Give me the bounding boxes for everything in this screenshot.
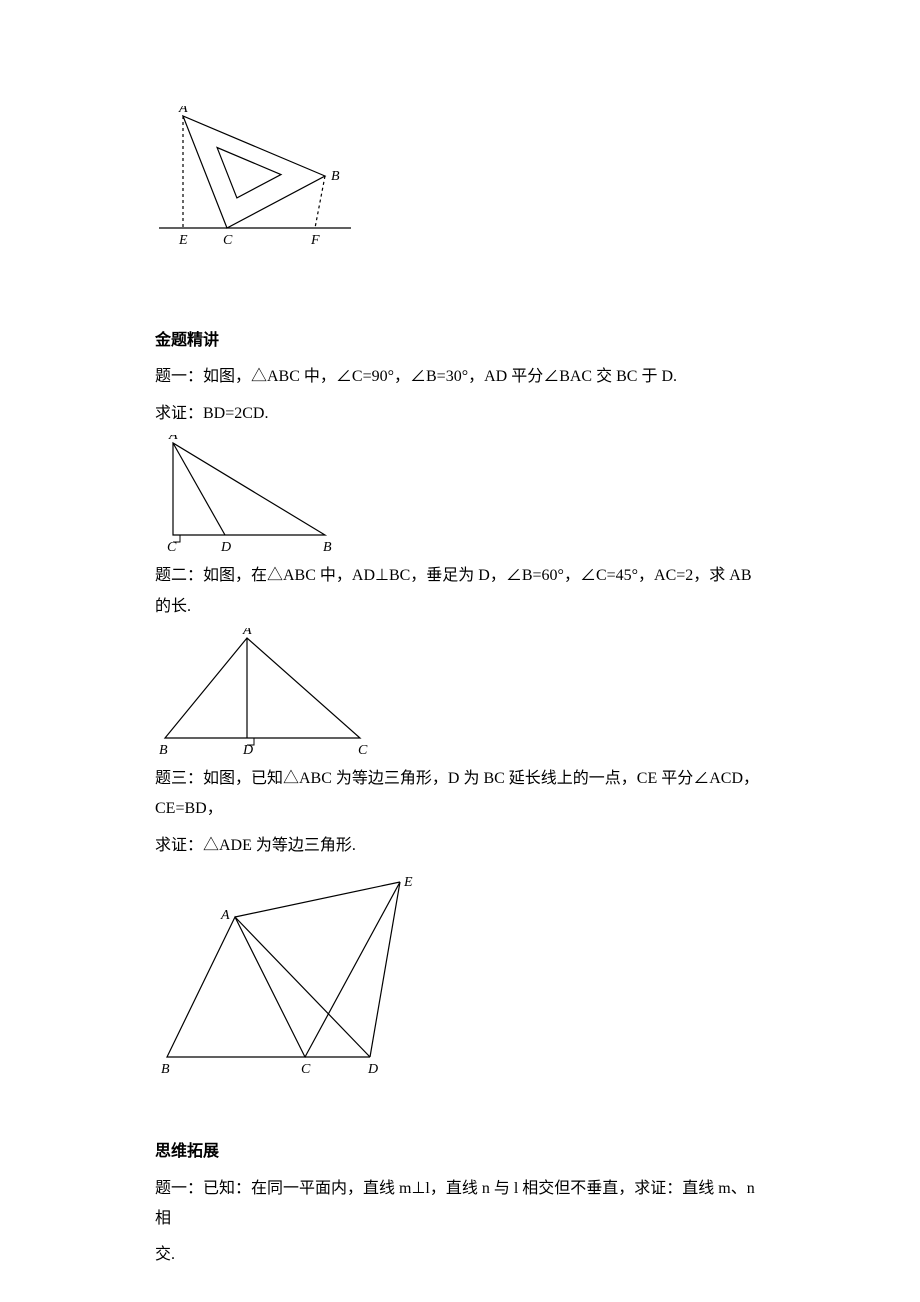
svg-text:C: C [358, 743, 368, 758]
svg-text:B: B [331, 169, 340, 184]
problem1-line2: 求证：BD=2CD. [155, 399, 765, 429]
extend-line2: 交. [155, 1240, 765, 1270]
svg-text:B: B [161, 1062, 170, 1077]
svg-text:E: E [178, 233, 188, 246]
svg-text:A: A [178, 106, 188, 116]
intro-figure: A B C E F [155, 106, 765, 246]
problem3-line2: 求证：△ADE 为等边三角形. [155, 831, 765, 861]
section-title-1: 金题精讲 [155, 326, 765, 356]
svg-text:A: A [168, 435, 178, 443]
svg-text:D: D [242, 743, 253, 758]
svg-text:A: A [220, 908, 230, 923]
problem1-line1: 题一：如图，△ABC 中，∠C=90°，∠B=30°，AD 平分∠BAC 交 B… [155, 362, 765, 392]
svg-text:D: D [367, 1062, 378, 1077]
svg-text:C: C [223, 233, 233, 246]
svg-text:C: C [167, 540, 177, 555]
section-title-2: 思维拓展 [155, 1137, 765, 1167]
problem3-figure: A B C D E [155, 867, 425, 1077]
svg-text:E: E [403, 875, 413, 890]
svg-text:B: B [323, 540, 332, 555]
problem1-figure: A C D B [155, 435, 345, 555]
intro-figure-svg: A B C E F [155, 106, 355, 246]
problem3-line1: 题三：如图，已知△ABC 为等边三角形，D 为 BC 延长线上的一点，CE 平分… [155, 764, 765, 825]
problem2-figure: A B C D [155, 628, 385, 758]
svg-text:C: C [301, 1062, 311, 1077]
extend-line1: 题一：已知：在同一平面内，直线 m⊥l，直线 n 与 l 相交但不垂直，求证：直… [155, 1174, 765, 1235]
problem2-line1: 题二：如图，在△ABC 中，AD⊥BC，垂足为 D，∠B=60°，∠C=45°，… [155, 561, 765, 622]
svg-text:F: F [310, 233, 320, 246]
svg-text:B: B [159, 743, 168, 758]
svg-text:D: D [220, 540, 231, 555]
svg-text:A: A [242, 628, 252, 638]
